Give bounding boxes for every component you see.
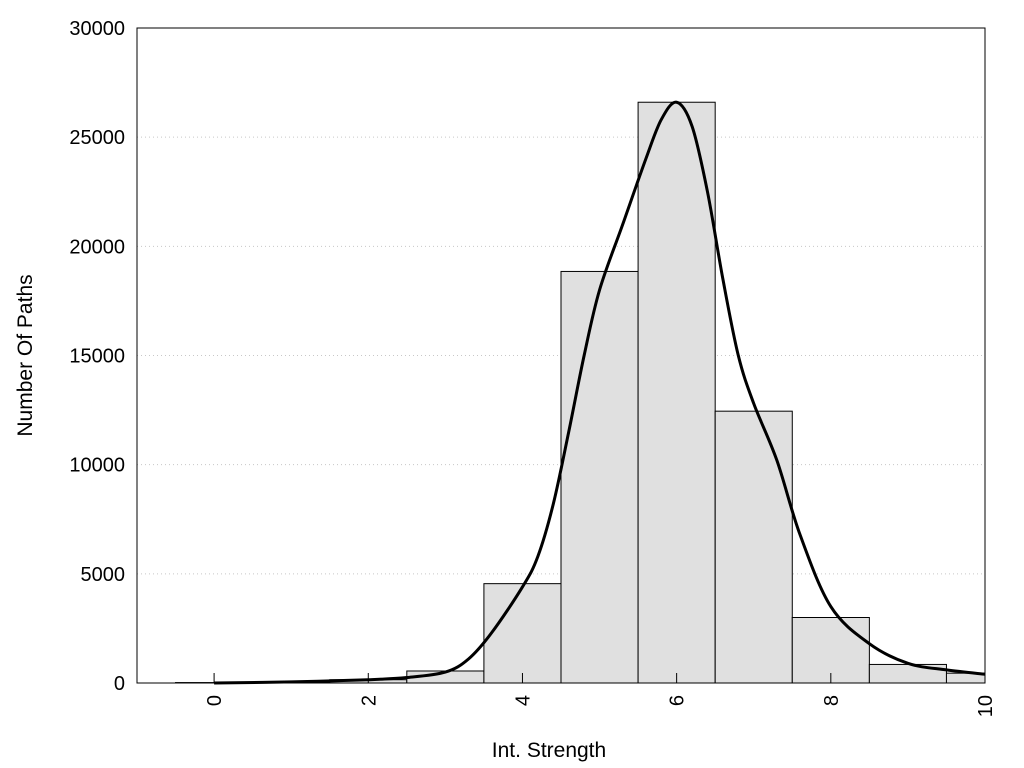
y-tick-label: 20000: [69, 236, 125, 258]
y-tick-label: 5000: [81, 564, 126, 586]
x-tick-label: 10: [975, 695, 997, 717]
y-axis-title: Number Of Paths: [14, 274, 37, 436]
y-tick-label: 10000: [69, 455, 125, 477]
x-tick-label: 2: [358, 695, 380, 706]
x-tick-label: 4: [512, 695, 534, 706]
y-tick-label: 0: [114, 673, 125, 695]
y-tick-label: 25000: [69, 127, 125, 149]
y-tick-label: 30000: [69, 18, 125, 40]
density-curve: [214, 100, 986, 685]
x-tick-label: 0: [204, 695, 226, 706]
histogram-bar: [714, 410, 793, 684]
plot-frame: [136, 27, 986, 684]
histogram-bar: [637, 101, 716, 684]
density-curve-group: [214, 100, 986, 685]
y-axis-ticks: 0 5000 10000 15000 20000 25000 30000: [69, 18, 125, 695]
x-axis-title: Int. Strength: [492, 739, 606, 762]
histogram-bar: [560, 270, 639, 684]
y-tick-label: 15000: [69, 346, 125, 368]
x-tick-label: 8: [821, 695, 843, 706]
x-axis-ticks: 0 2 4 6 8 10: [204, 673, 997, 717]
histogram-bar: [483, 583, 562, 684]
x-tick-label: 6: [667, 695, 689, 706]
histogram-bars: [175, 101, 986, 684]
